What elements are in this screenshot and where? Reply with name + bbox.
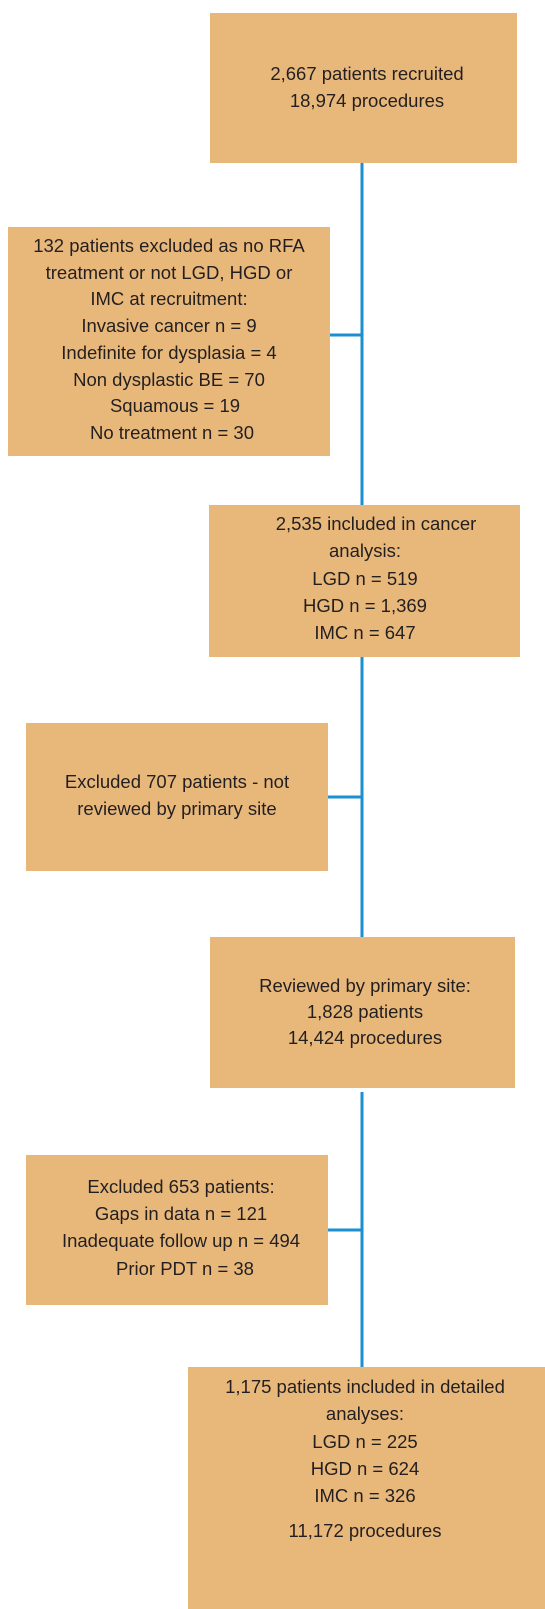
box-text: IMC n = 647	[314, 622, 415, 643]
box-text: No treatment n = 30	[90, 422, 254, 443]
box-text: Excluded 653 patients:	[87, 1176, 274, 1197]
box-text: 2,667 patients recruited	[270, 63, 463, 84]
box-text: Invasive cancer n = 9	[81, 315, 256, 336]
box-text: 132 patients excluded as no RFA	[33, 235, 305, 256]
box-text: LGD n = 519	[312, 568, 417, 589]
box-text: Indefinite for dysplasia = 4	[61, 342, 276, 363]
box	[210, 13, 517, 163]
box-text: 1,828 patients	[307, 1001, 423, 1022]
box-text: treatment or not LGD, HGD or	[46, 262, 293, 283]
box	[188, 1367, 545, 1609]
box	[210, 937, 515, 1088]
box-text: Squamous = 19	[110, 395, 240, 416]
box	[8, 227, 330, 456]
box-text: HGD n = 1,369	[303, 595, 427, 616]
box	[26, 723, 328, 871]
box-text: analyses:	[326, 1403, 404, 1424]
box-text: 1,175 patients included in detailed	[225, 1376, 505, 1397]
box-text: 14,424 procedures	[288, 1027, 442, 1048]
box-text: 11,172 procedures	[289, 1520, 442, 1541]
box-text: 18,974 procedures	[290, 90, 444, 111]
box-text: analysis:	[329, 540, 401, 561]
box-text: HGD n = 624	[311, 1458, 420, 1479]
box-text: 2,535 included in cancer	[276, 513, 477, 534]
box	[209, 505, 520, 657]
box-text: reviewed by primary site	[77, 798, 276, 819]
box-text: Inadequate follow up n = 494	[62, 1230, 300, 1251]
box	[26, 1155, 328, 1305]
box-text: Prior PDT n = 38	[116, 1258, 254, 1279]
box-text: Reviewed by primary site:	[259, 975, 471, 996]
box-text: Gaps in data n = 121	[95, 1203, 267, 1224]
box-text: IMC at recruitment:	[90, 288, 247, 309]
box-text: Excluded 707 patients - not	[65, 771, 289, 792]
box-text: Non dysplastic BE = 70	[73, 369, 265, 390]
box-text: IMC n = 326	[314, 1485, 415, 1506]
box-text: LGD n = 225	[312, 1431, 417, 1452]
